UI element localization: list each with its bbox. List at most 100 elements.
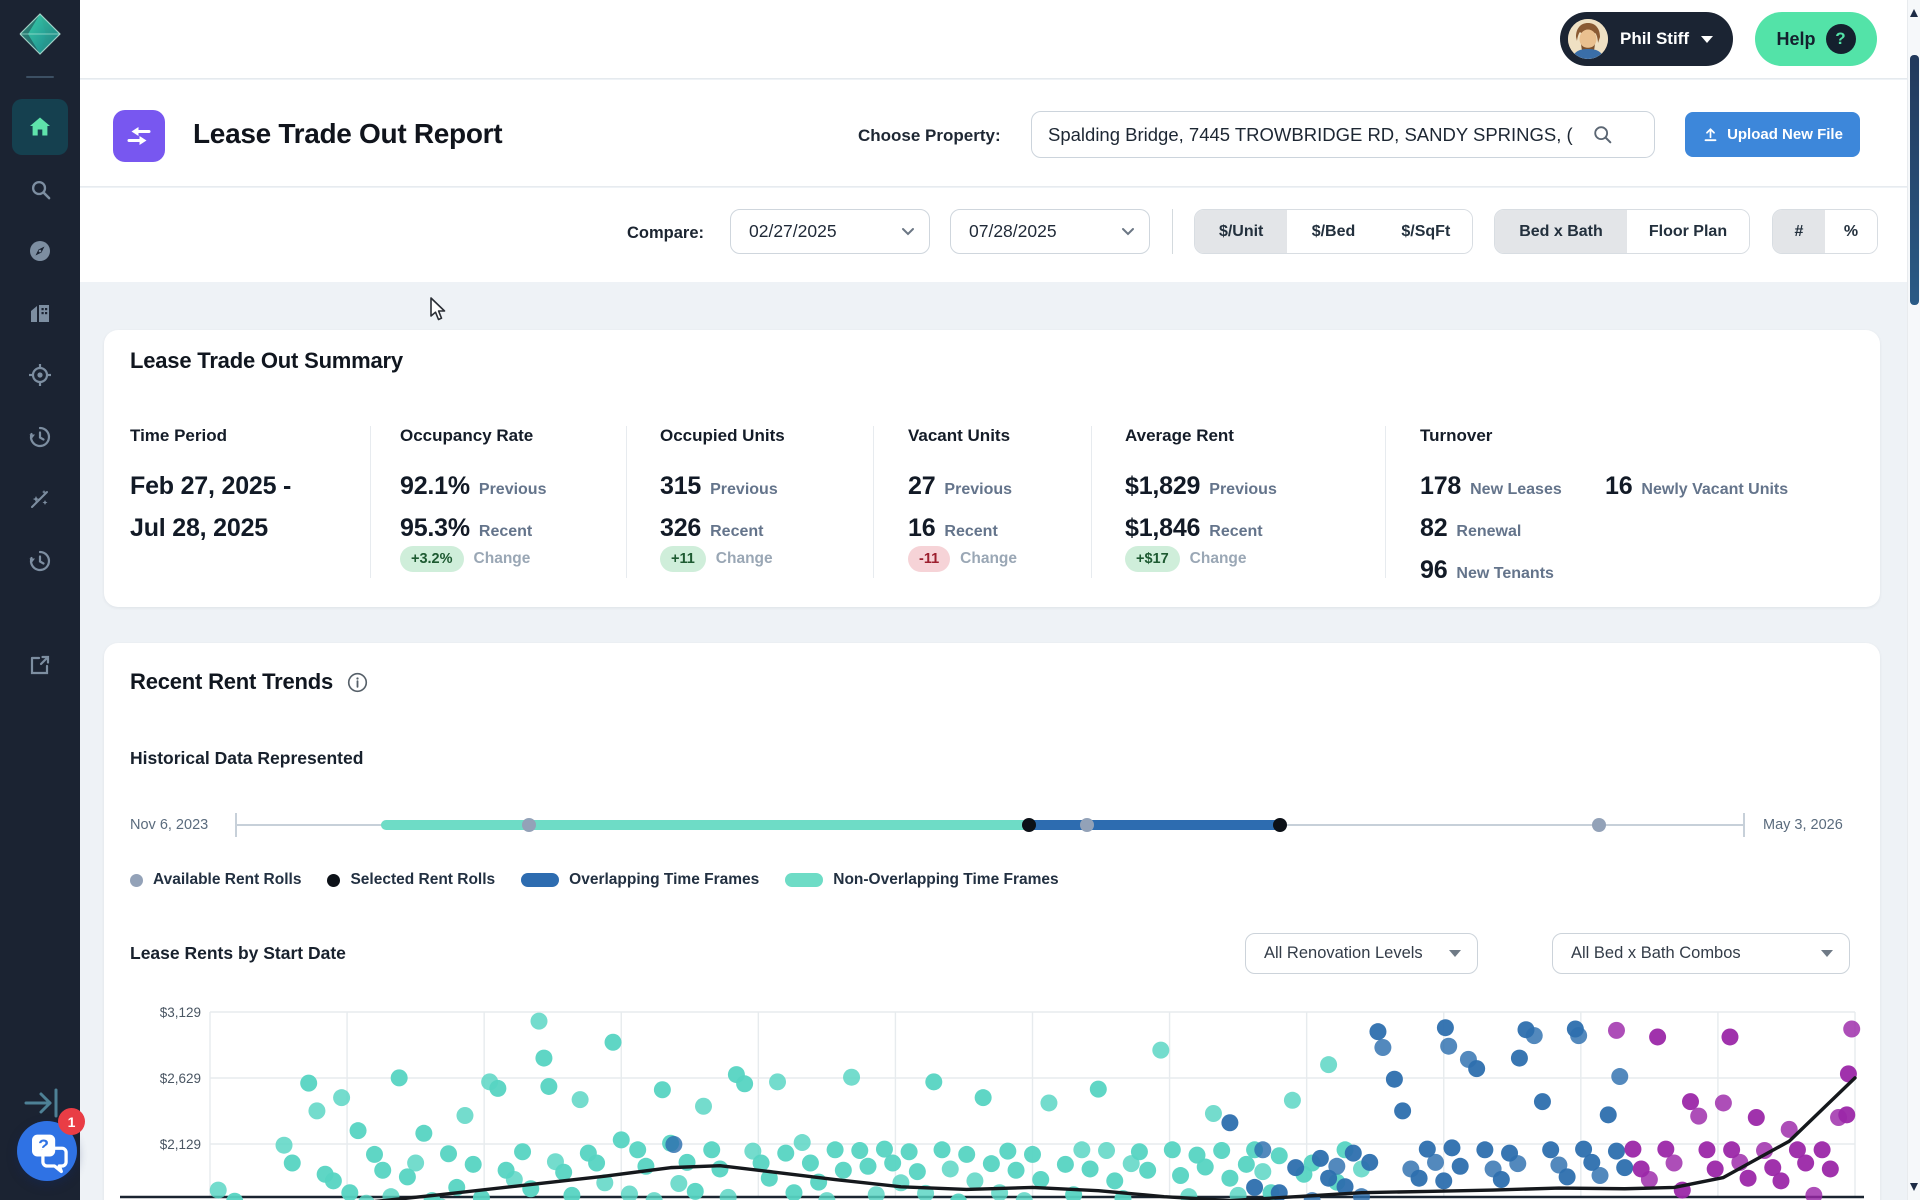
timeline-available-dot[interactable]	[1592, 818, 1606, 832]
scatter-point-teal[interactable]	[983, 1155, 1000, 1172]
scatter-point-teal[interactable]	[1213, 1142, 1230, 1159]
scatter-point-teal[interactable]	[456, 1107, 473, 1124]
scatter-point-teal[interactable]	[818, 1192, 835, 1200]
scatter-point-teal[interactable]	[366, 1146, 383, 1163]
scatter-point-teal[interactable]	[1082, 1160, 1099, 1177]
scatter-point-teal[interactable]	[1098, 1142, 1115, 1159]
scatter-point-teal[interactable]	[934, 1141, 951, 1158]
scatter-point-purple[interactable]	[1641, 1171, 1658, 1188]
scatter-point-teal[interactable]	[827, 1141, 844, 1158]
user-menu[interactable]: Phil Stiff	[1560, 12, 1733, 66]
scatter-point-blue[interactable]	[1542, 1141, 1559, 1158]
scatter-point-purple[interactable]	[1690, 1108, 1707, 1125]
lease-rents-scatter-chart[interactable]: $3,129$2,629$2,129	[104, 973, 1880, 1200]
compare-date-from-select[interactable]: 02/27/2025	[730, 209, 930, 254]
scatter-point-teal[interactable]	[1238, 1156, 1255, 1173]
scatter-point-blue[interactable]	[1534, 1093, 1551, 1110]
toggle-bed-x-bath[interactable]: Bed x Bath	[1495, 210, 1627, 253]
scatter-point-teal[interactable]	[835, 1162, 852, 1179]
scatter-point-teal[interactable]	[785, 1184, 802, 1200]
scatter-point-teal[interactable]	[999, 1143, 1016, 1160]
scatter-point-blue[interactable]	[1592, 1167, 1609, 1184]
scatter-point-teal[interactable]	[670, 1175, 687, 1192]
scatter-point-teal[interactable]	[1172, 1167, 1189, 1184]
scatter-point-teal[interactable]	[925, 1073, 942, 1090]
scatter-point-teal[interactable]	[276, 1137, 293, 1154]
scatter-point-teal[interactable]	[572, 1091, 589, 1108]
scatter-point-purple[interactable]	[1805, 1187, 1822, 1200]
compare-date-to-select[interactable]: 07/28/2025	[950, 209, 1150, 254]
scatter-point-teal[interactable]	[1221, 1170, 1238, 1187]
sidebar-item-history-alt[interactable]	[0, 533, 80, 589]
scatter-point-teal[interactable]	[391, 1069, 408, 1086]
scatter-point-purple[interactable]	[1772, 1172, 1789, 1189]
scatter-point-blue[interactable]	[1437, 1019, 1454, 1036]
vertical-scrollbar[interactable]	[1907, 0, 1920, 1200]
scatter-point-purple[interactable]	[1707, 1160, 1724, 1177]
scatter-point-teal[interactable]	[966, 1172, 983, 1189]
scatter-point-teal[interactable]	[1016, 1192, 1033, 1200]
sidebar-item-home[interactable]	[0, 99, 80, 155]
scatter-point-teal[interactable]	[308, 1102, 325, 1119]
scatter-point-teal[interactable]	[210, 1182, 227, 1199]
scatter-point-blue[interactable]	[1394, 1102, 1411, 1119]
scatter-point-teal[interactable]	[950, 1193, 967, 1200]
scatter-point-teal[interactable]	[646, 1192, 663, 1200]
scatter-point-teal[interactable]	[226, 1193, 243, 1200]
scatter-point-teal[interactable]	[531, 1013, 548, 1030]
scatter-point-purple[interactable]	[1715, 1094, 1732, 1111]
scatter-point-teal[interactable]	[695, 1098, 712, 1115]
scatter-point-teal[interactable]	[654, 1081, 671, 1098]
scatter-point-teal[interactable]	[333, 1089, 350, 1106]
scatter-point-teal[interactable]	[769, 1073, 786, 1090]
app-logo-icon[interactable]	[16, 8, 64, 60]
scatter-point-blue[interactable]	[1443, 1139, 1460, 1156]
scatter-point-teal[interactable]	[736, 1075, 753, 1092]
scatter-point-blue[interactable]	[1511, 1050, 1528, 1067]
scatter-point-blue[interactable]	[1476, 1141, 1493, 1158]
scatter-point-blue[interactable]	[1493, 1171, 1510, 1188]
scatter-point-blue[interactable]	[1345, 1145, 1362, 1162]
scatter-point-teal[interactable]	[1197, 1158, 1214, 1175]
sidebar-item-property[interactable]	[0, 285, 80, 341]
scatter-point-blue[interactable]	[1361, 1154, 1378, 1171]
scatter-point-teal[interactable]	[341, 1184, 358, 1200]
scatter-point-teal[interactable]	[1106, 1172, 1123, 1189]
sidebar-item-history[interactable]	[0, 409, 80, 465]
scatter-point-teal[interactable]	[777, 1145, 794, 1162]
help-button[interactable]: Help ?	[1755, 12, 1877, 66]
scatter-point-blue[interactable]	[1452, 1158, 1469, 1175]
scatter-point-teal[interactable]	[465, 1156, 482, 1173]
toggle-per-unit[interactable]: $/Unit	[1195, 210, 1287, 253]
scatter-point-blue[interactable]	[1559, 1168, 1576, 1185]
timeline-available-dot[interactable]	[1080, 818, 1094, 832]
scatter-point-teal[interactable]	[1271, 1147, 1288, 1164]
scatter-point-purple[interactable]	[1843, 1021, 1860, 1038]
info-icon[interactable]	[347, 672, 368, 693]
sidebar-item-insights[interactable]	[0, 471, 80, 527]
toggle-number[interactable]: #	[1773, 210, 1825, 253]
scatter-point-teal[interactable]	[711, 1160, 728, 1177]
scatter-point-blue[interactable]	[1411, 1170, 1428, 1187]
scatter-point-blue[interactable]	[1611, 1068, 1628, 1085]
scatter-point-teal[interactable]	[720, 1189, 737, 1200]
timeline-selected-dot[interactable]	[1273, 818, 1287, 832]
search-icon[interactable]	[1592, 124, 1614, 146]
scatter-point-teal[interactable]	[588, 1155, 605, 1172]
sidebar-item-target[interactable]	[0, 347, 80, 403]
scatter-point-teal[interactable]	[300, 1075, 317, 1092]
scatter-point-teal[interactable]	[843, 1069, 860, 1086]
renovation-filter-dropdown[interactable]: All Renovation Levels	[1245, 933, 1478, 974]
scatter-point-blue[interactable]	[1570, 1027, 1587, 1044]
toggle-floor-plan[interactable]: Floor Plan	[1627, 210, 1749, 253]
property-search-input[interactable]	[1032, 124, 1592, 146]
scatter-point-teal[interactable]	[1040, 1094, 1057, 1111]
scatter-point-teal[interactable]	[1090, 1081, 1107, 1098]
scatter-point-teal[interactable]	[350, 1122, 367, 1139]
scatter-point-blue[interactable]	[1509, 1155, 1526, 1172]
scatter-point-teal[interactable]	[1230, 1187, 1247, 1200]
scatter-point-blue[interactable]	[1386, 1071, 1403, 1088]
scatter-point-blue[interactable]	[1221, 1114, 1238, 1131]
scatter-point-teal[interactable]	[535, 1050, 552, 1067]
scatter-point-teal[interactable]	[703, 1141, 720, 1158]
